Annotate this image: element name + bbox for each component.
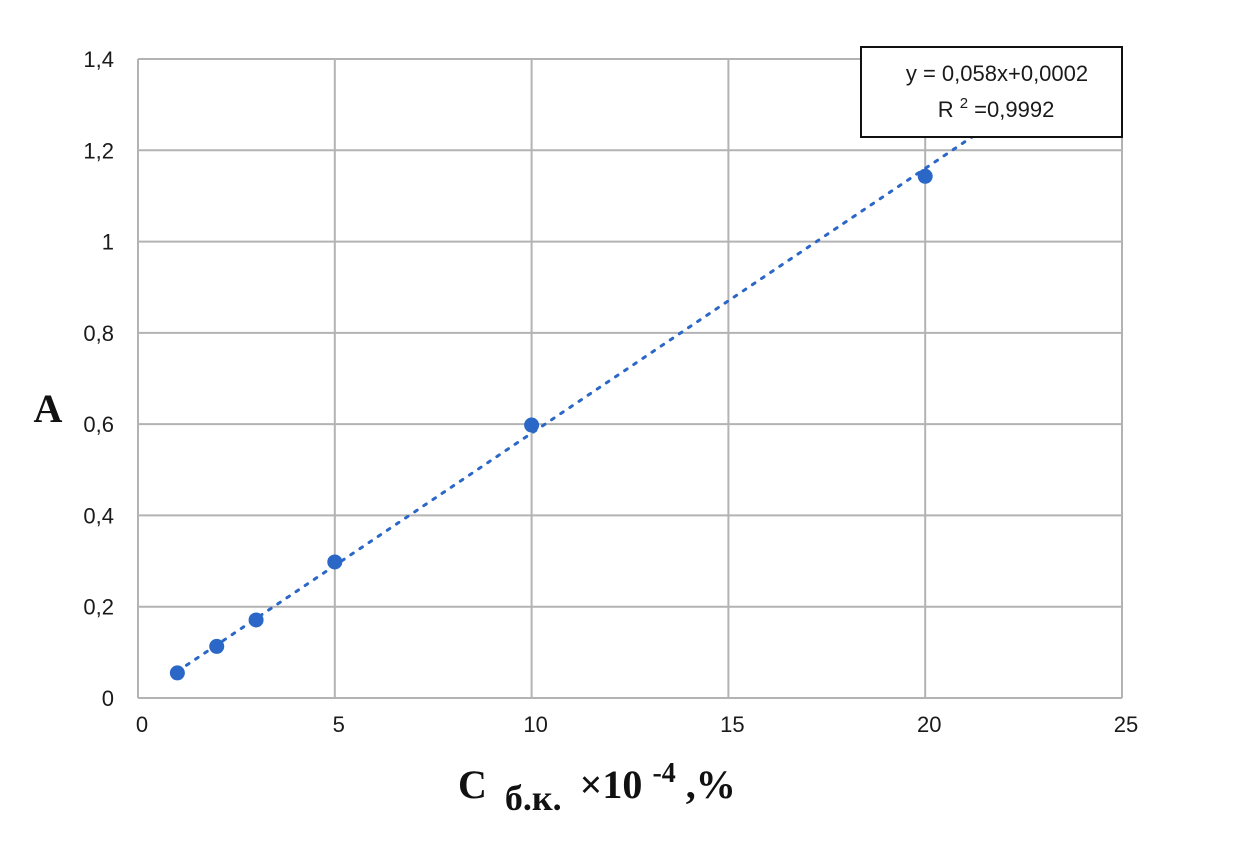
x-tick-label: 5 [333,712,345,737]
data-point [169,665,185,681]
x-axis-label: С б.к. ×10 -4 ,% [458,746,736,819]
x-axis-label-main: С [458,762,487,807]
r-squared-superscript: 2 [960,95,968,112]
trendline-equation: y = 0,058x+0,0002 [906,61,1088,86]
equation-box-frame [860,46,1123,138]
y-tick-label: 0,8 [83,321,114,346]
data-point [917,168,933,184]
r-squared-value: =0,9992 [974,97,1054,122]
x-tick-labels: 0 5 10 15 20 25 [136,712,1138,737]
y-tick-label: 0,2 [83,595,114,620]
y-axis-label: A [34,386,63,431]
x-axis-label-middle: ×10 [580,762,643,807]
data-point [209,638,225,654]
x-tick-label: 25 [1114,712,1138,737]
data-point [248,612,264,628]
y-tick-label: 1 [102,230,114,255]
y-tick-label: 1,2 [83,138,114,163]
trendline-group [175,124,990,673]
grid-lines [137,58,1123,699]
y-tick-labels: 0 0,2 0,4 0,6 0,8 1 1,2 1,4 [83,47,114,711]
x-tick-label: 15 [720,712,744,737]
data-point [524,417,540,433]
x-tick-label: 20 [917,712,941,737]
trendline [175,124,990,673]
r-squared-label: R 2 =0,9992 [938,88,1055,122]
y-tick-label: 0,4 [83,503,114,528]
equation-box: y = 0,058x+0,0002 R 2 =0,9992 [860,46,1123,138]
x-axis-label-subscript: б.к. [505,778,562,818]
x-tick-label: 10 [523,712,547,737]
r-squared-prefix: R [938,97,954,122]
x-tick-label: 0 [136,712,148,737]
data-points [169,168,933,681]
y-tick-label: 1,4 [83,47,114,72]
x-axis-label-superscript: -4 [652,758,675,789]
data-point [327,554,343,570]
y-tick-label: 0,6 [83,412,114,437]
y-tick-label: 0 [102,686,114,711]
x-axis-label-end: ,% [686,762,736,807]
